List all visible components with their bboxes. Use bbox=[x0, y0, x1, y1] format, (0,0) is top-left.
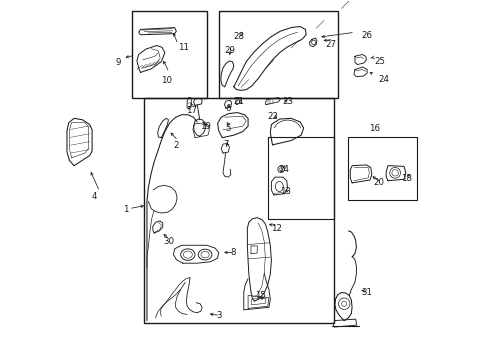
Text: 28: 28 bbox=[233, 32, 244, 41]
Text: 13: 13 bbox=[279, 187, 290, 196]
Text: 29: 29 bbox=[224, 46, 235, 55]
Text: 17: 17 bbox=[185, 105, 197, 114]
Text: 2: 2 bbox=[173, 141, 179, 150]
Text: 20: 20 bbox=[373, 178, 384, 187]
Text: 24: 24 bbox=[377, 75, 388, 84]
Text: 26: 26 bbox=[360, 31, 371, 40]
Bar bbox=[267, 137, 333, 220]
Bar bbox=[131, 12, 206, 98]
Text: 1: 1 bbox=[123, 205, 129, 214]
Text: 9: 9 bbox=[115, 58, 121, 67]
Text: 7: 7 bbox=[223, 140, 228, 149]
Text: 27: 27 bbox=[325, 40, 335, 49]
Text: 10: 10 bbox=[161, 76, 171, 85]
Text: 18: 18 bbox=[401, 174, 411, 183]
Text: 19: 19 bbox=[199, 122, 210, 131]
Text: 23: 23 bbox=[282, 97, 292, 106]
Text: 8: 8 bbox=[230, 248, 235, 257]
Text: 22: 22 bbox=[266, 112, 277, 121]
Bar bbox=[144, 98, 333, 323]
Text: 3: 3 bbox=[216, 311, 222, 320]
Bar bbox=[348, 137, 416, 200]
Text: 16: 16 bbox=[368, 124, 379, 133]
Bar bbox=[219, 12, 337, 98]
Text: 14: 14 bbox=[277, 166, 288, 175]
Text: 21: 21 bbox=[233, 97, 244, 106]
Text: 4: 4 bbox=[92, 192, 97, 201]
Text: 12: 12 bbox=[271, 224, 282, 233]
Text: 30: 30 bbox=[163, 237, 174, 246]
Text: 11: 11 bbox=[178, 43, 189, 52]
Text: 5: 5 bbox=[225, 123, 231, 132]
Text: 25: 25 bbox=[374, 57, 385, 66]
Text: 15: 15 bbox=[255, 291, 266, 300]
Text: 31: 31 bbox=[360, 288, 371, 297]
Text: 6: 6 bbox=[225, 104, 231, 113]
